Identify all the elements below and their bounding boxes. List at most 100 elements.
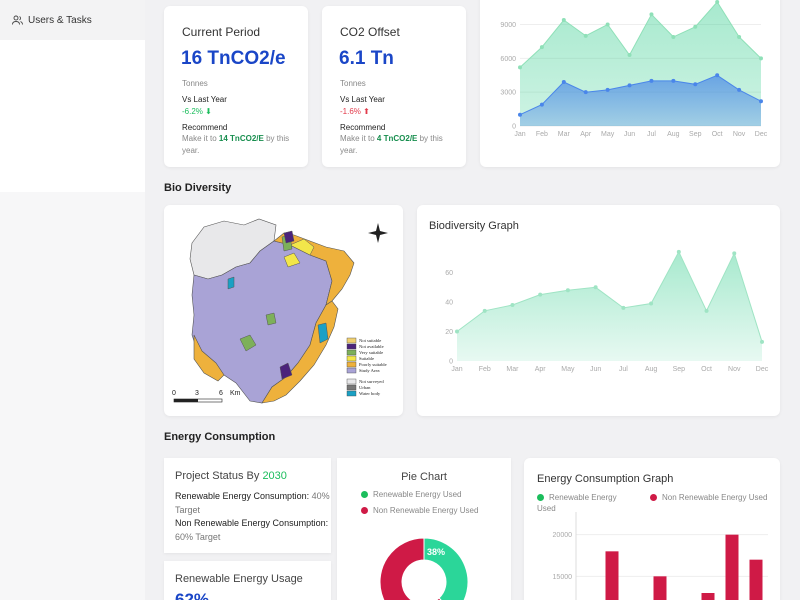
bio-diversity-heading: Bio Diversity (164, 182, 232, 194)
energy-graph-title: Energy Consumption Graph (537, 473, 674, 485)
x-tick-label: Apr (535, 366, 547, 373)
biodiversity-area-chart: 0 20 40 60 Jan Feb Mar Apr May Jun Jul Aug Sep Oct Nov… (445, 249, 769, 373)
recommend-text: Make it to 14 TnCO2/E by this year. (182, 134, 290, 155)
data-point (605, 87, 610, 92)
data-point (518, 112, 522, 117)
series-line (456, 250, 763, 342)
recommend-label: Recommend (340, 123, 386, 132)
series-line (519, 1, 762, 68)
y-tick-label: 9000 (500, 22, 516, 29)
bar (653, 576, 667, 600)
y-tick-label: 40 (445, 300, 453, 307)
y-tick-label: 60 (445, 270, 453, 277)
pie-legend-renewable: Renewable Energy Used (361, 490, 462, 499)
sidebar-item-label: Users & Tasks (28, 14, 92, 26)
stat-change: -6.2% ⬇ (182, 107, 212, 116)
co2-offset-card: CO2 Offset 6.1 Tn Tonnes Vs Last Year -1… (322, 6, 466, 167)
data-point (510, 302, 515, 307)
y-tick-label: 15000 (553, 574, 573, 581)
data-point (518, 65, 522, 70)
energy-legend-renewable: Renewable Energy Used (537, 493, 617, 513)
x-tick-label: Dec (756, 366, 769, 373)
data-point (649, 301, 654, 306)
data-point (482, 308, 487, 313)
stat-change: -1.6% ⬆ (340, 107, 370, 116)
map-legend-label: Not surveyed (359, 379, 384, 384)
data-point (561, 80, 566, 85)
map-legend-label: Study Area (359, 368, 380, 373)
x-tick-label: Jan (451, 366, 462, 373)
data-point (671, 34, 676, 39)
renewable-usage-value: 62% (175, 590, 210, 600)
pie-label: 38% (427, 547, 445, 557)
sidebar: Users & Tasks (0, 0, 145, 600)
pie-legend-non-renewable: Non Renewable Energy Used (361, 506, 478, 515)
recommend-text: Make it to 4 TnCO2/E by this year. (340, 134, 443, 155)
recommend-label: Recommend (182, 123, 228, 132)
non-renewable-target: Non Renewable Energy Consumption: 60% Ta… (175, 518, 329, 542)
data-point (583, 90, 588, 95)
x-tick-label: Jun (624, 131, 635, 138)
map-legend-label: Not available (359, 344, 384, 349)
project-status-title: Project Status By 2030 (175, 470, 287, 482)
x-tick-label: Apr (580, 131, 592, 138)
energy-legend-non-renewable: Non Renewable Energy Used (650, 492, 768, 503)
stat-title: Current Period (182, 25, 261, 39)
arrow-up-icon: ⬆ (363, 107, 370, 116)
data-point (583, 33, 588, 38)
x-tick-label: Mar (506, 366, 519, 373)
renewable-usage-title: Renewable Energy Usage (175, 573, 303, 585)
data-point (539, 102, 544, 107)
svg-text:0: 0 (172, 390, 176, 397)
stat-vs-label: Vs Last Year (182, 95, 227, 104)
renewable-target: Renewable Energy Consumption: 40% Target (175, 491, 330, 515)
sidebar-background (0, 192, 145, 600)
x-tick-label: Jan (514, 131, 525, 138)
energy-graph-card: Energy Consumption Graph Renewable Energ… (524, 458, 780, 600)
y-tick-label: 0 (512, 124, 516, 131)
map-legend-label: Very suitable (359, 350, 383, 355)
data-point (671, 78, 676, 83)
svg-text:6: 6 (219, 390, 223, 397)
data-point (621, 305, 626, 310)
x-tick-label: Jul (619, 366, 628, 373)
x-tick-label: Oct (701, 366, 712, 373)
y-tick-label: 3000 (500, 90, 516, 97)
data-point (737, 87, 742, 92)
stat-vs-label: Vs Last Year (340, 95, 385, 104)
data-point (715, 73, 720, 78)
data-point (627, 83, 632, 88)
svg-text:Km: Km (230, 390, 241, 397)
sidebar-panel (0, 40, 145, 192)
x-tick-label: Aug (645, 366, 658, 373)
x-tick-label: Dec (755, 131, 768, 138)
map-legend-label: Water body (359, 391, 381, 396)
data-point (693, 82, 698, 87)
map-legend-label: Urban (359, 385, 371, 390)
pie-slice (379, 537, 442, 600)
data-point (539, 45, 544, 50)
series-line (519, 74, 762, 116)
stat-unit: Tonnes (182, 79, 208, 88)
bar (749, 559, 763, 600)
energy-consumption-heading: Energy Consumption (164, 431, 276, 443)
biodiversity-map-card: Not suitable Not available Very suitable… (164, 205, 403, 416)
x-tick-label: Feb (536, 131, 548, 138)
svg-text:3: 3 (195, 390, 199, 397)
sidebar-item-users-tasks[interactable]: Users & Tasks (0, 0, 145, 40)
biodiversity-graph-card: Biodiversity Graph 0 20 40 60 Jan Feb Mar Apr Ma… (417, 205, 780, 416)
y-tick-label: 0 (449, 359, 453, 366)
x-tick-label: Jun (590, 366, 601, 373)
y-tick-label: 20000 (553, 532, 573, 539)
x-tick-label: Feb (479, 366, 491, 373)
stat-title: CO2 Offset (340, 25, 400, 39)
x-tick-label: Aug (667, 131, 680, 138)
bar (725, 534, 739, 600)
data-point (455, 329, 459, 334)
data-point (693, 24, 698, 29)
x-tick-label: May (561, 366, 575, 373)
series-area (457, 251, 762, 361)
emissions-chart-card: 0 3000 6000 9000 Jan Feb Mar Apr May Jun Jul Aug Sep… (480, 0, 780, 167)
data-point (759, 56, 763, 61)
project-status-card: Project Status By 2030 Renewable Energy … (164, 458, 331, 553)
